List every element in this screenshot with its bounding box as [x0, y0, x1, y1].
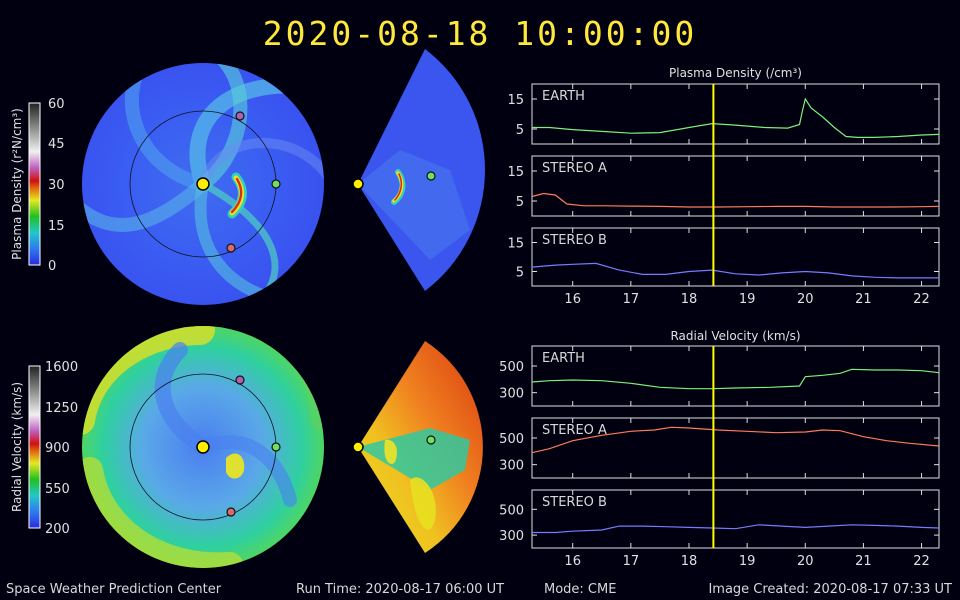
panel-frame — [531, 83, 940, 145]
density-ecliptic-plot — [82, 63, 324, 305]
y-tick-label: 500 — [499, 360, 524, 375]
y-tick-label: 5 — [516, 123, 524, 138]
sun-marker-velocity — [196, 440, 210, 454]
y-tick-label: 500 — [499, 503, 524, 518]
velocity-tick-1250: 1250 — [45, 401, 78, 416]
panel-frame — [531, 345, 940, 407]
y-tick-label: 5 — [516, 266, 524, 281]
velocity-tick-1600: 1600 — [45, 360, 78, 375]
stereo-b-marker-velocity — [226, 507, 236, 517]
series-line-stereo-a — [531, 426, 940, 454]
velocity-timeseries-chart: Radial Velocity (km/s) 300 500 EARTH 300 500 S… — [499, 329, 940, 569]
panel-frame — [531, 489, 940, 549]
x-tick-label: 21 — [855, 292, 872, 307]
x-tick-label: 18 — [681, 292, 698, 307]
velocity-meridional-plot — [352, 341, 483, 553]
earth-marker-velocity — [271, 442, 281, 452]
x-tick-label: 22 — [913, 554, 930, 569]
panel-frame — [531, 417, 940, 479]
series-line-stereo-b — [532, 524, 940, 534]
panel-label: STEREO B — [542, 233, 607, 248]
x-tick-label: 19 — [739, 292, 756, 307]
density-timeseries-chart: Plasma Density (/cm³) 5 15 EARTH 5 15 STEREO A… — [507, 66, 940, 307]
earth-marker — [271, 179, 281, 189]
x-tick-label: 16 — [564, 292, 581, 307]
panel-label: STEREO A — [542, 423, 607, 438]
density-tick-45: 45 — [48, 137, 65, 152]
x-tick-label: 22 — [913, 292, 930, 307]
velocity-tick-550: 550 — [45, 482, 70, 497]
density-meridional-plot — [352, 49, 486, 291]
series-line-stereo-a — [531, 192, 940, 208]
x-tick-label: 20 — [797, 554, 814, 569]
velocity-tick-900: 900 — [45, 441, 70, 456]
footer-image-created: Image Created: 2020-08-17 07:33 UT — [708, 582, 952, 597]
sun-marker-velocity-meridional — [352, 441, 364, 453]
density-colorbar: Plasma Density (r²N/cm³) 60 45 30 15 0 — [10, 97, 65, 274]
panel-frame — [531, 227, 940, 287]
velocity-colorbar: Radial Velocity (km/s) 1600 1250 900 550… — [10, 360, 78, 537]
chart-title: Radial Velocity (km/s) — [670, 329, 800, 343]
panel-frame — [531, 155, 940, 217]
footer-org: Space Weather Prediction Center — [6, 582, 222, 597]
y-tick-label: 5 — [516, 195, 524, 210]
series-line-earth — [531, 368, 940, 390]
density-tick-0: 0 — [48, 259, 56, 274]
x-tick-label: 19 — [739, 554, 756, 569]
stereo-b-marker — [226, 243, 236, 253]
velocity-ecliptic-plot — [82, 326, 324, 568]
panel-label: EARTH — [542, 89, 585, 104]
earth-marker-velocity-meridional — [426, 435, 436, 445]
density-tick-60: 60 — [48, 97, 65, 112]
panel-label: STEREO B — [542, 495, 607, 510]
x-tick-label: 17 — [623, 554, 640, 569]
footer-run-time: Run Time: 2020-08-17 06:00 UT — [296, 582, 505, 597]
density-tick-30: 30 — [48, 178, 65, 193]
footer-mode: Mode: CME — [544, 582, 617, 597]
panel-label: EARTH — [542, 351, 585, 366]
y-tick-label: 15 — [507, 93, 524, 108]
earth-marker-meridional — [426, 171, 436, 181]
velocity-tick-200: 200 — [45, 522, 70, 537]
chart-title: Plasma Density (/cm³) — [669, 66, 802, 80]
x-tick-label: 21 — [855, 554, 872, 569]
stereo-a-marker — [235, 111, 245, 121]
density-tick-15: 15 — [48, 219, 65, 234]
y-tick-label: 15 — [507, 165, 524, 180]
x-tick-label: 18 — [681, 554, 698, 569]
density-colorbar-label: Plasma Density (r²N/cm³) — [10, 108, 24, 260]
y-tick-label: 15 — [507, 237, 524, 252]
x-tick-label: 17 — [623, 292, 640, 307]
x-tick-label: 16 — [564, 554, 581, 569]
y-tick-label: 500 — [499, 432, 524, 447]
y-tick-label: 300 — [499, 387, 524, 402]
stereo-a-marker-velocity — [235, 375, 245, 385]
y-tick-label: 300 — [499, 459, 524, 474]
y-tick-label: 300 — [499, 529, 524, 544]
series-line-earth — [532, 97, 940, 138]
series-line-stereo-b — [531, 262, 939, 279]
model-timestamp: 2020-08-18 10:00:00 — [262, 14, 698, 53]
sun-marker — [196, 177, 210, 191]
sun-marker-meridional — [352, 178, 364, 190]
panel-label: STEREO A — [542, 161, 607, 176]
x-tick-label: 20 — [797, 292, 814, 307]
velocity-colorbar-label: Radial Velocity (km/s) — [10, 382, 24, 512]
